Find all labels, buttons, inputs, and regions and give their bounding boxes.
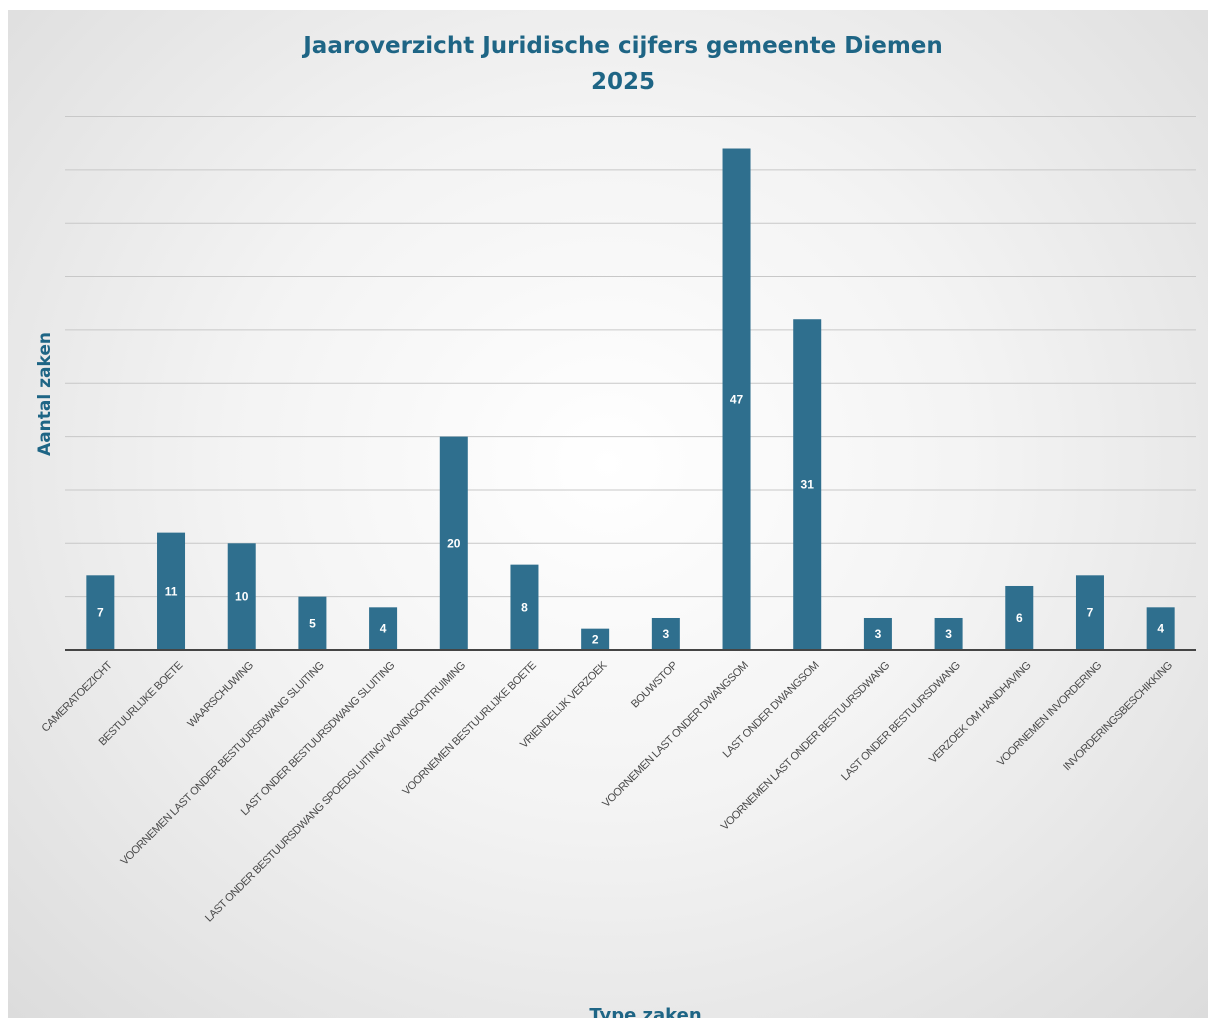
data-label: 3 [663, 627, 670, 641]
bar-10 [722, 148, 751, 650]
chart-title: Jaaroverzicht Juridische cijfers gemeent… [8, 28, 1208, 100]
gridlines [65, 116, 1196, 598]
data-label: 6 [1016, 611, 1023, 625]
category-label: LAST ONDER BESTUURSDWANG SPOEDSLUITING/ … [203, 660, 468, 925]
category-label: VOORNEMEN LAST ONDER DWANGSOM [600, 659, 751, 810]
category-label: VOORNEMEN LAST ONDER BESTUURSDWANG [719, 660, 892, 833]
data-label: 4 [380, 622, 387, 636]
category-label: BESTUURLIJKE BOETE [97, 660, 186, 749]
bar-8 [581, 628, 610, 650]
bar-9 [651, 617, 680, 650]
data-label: 4 [1157, 622, 1164, 636]
data-label: 47 [730, 392, 744, 406]
bar-3 [227, 543, 256, 650]
data-label: 7 [97, 606, 104, 620]
bar-6 [439, 436, 468, 650]
chart-title-line-2: 2025 [590, 69, 655, 95]
chart-title-line-1: Jaaroverzicht Juridische cijfers gemeent… [303, 33, 943, 59]
bars [86, 148, 1175, 650]
data-label: 11 [165, 584, 178, 598]
bar-1 [86, 575, 115, 650]
bar-11 [793, 319, 822, 650]
plot-svg: 7 11 10 5 4 20 8 2 3 47 31 3 3 6 7 4 CAMERATOEZICHTBEST… [39, 116, 1196, 925]
bar-7 [510, 564, 539, 650]
bar-16 [1146, 607, 1175, 650]
data-label: 8 [521, 600, 528, 614]
category-label: BOUWSTOP [629, 660, 680, 711]
data-label: 31 [801, 478, 815, 492]
data-label: 10 [235, 590, 249, 604]
data-label: 2 [592, 632, 599, 646]
data-label: 5 [309, 616, 316, 630]
bar-13 [934, 617, 963, 650]
bar-5 [369, 607, 398, 650]
category-label: LAST ONDER BESTUURSDWANG SLUITING [239, 660, 397, 818]
data-labels: 7 11 10 5 4 20 8 2 3 47 31 3 3 6 7 4 [97, 392, 1164, 646]
bar-4 [298, 596, 327, 650]
data-label: 20 [447, 536, 461, 550]
category-label: LAST ONDER BESTUURSDWANG [839, 660, 963, 784]
data-label: 3 [945, 627, 952, 641]
bar-2 [157, 532, 186, 650]
category-label: WAARSCHUWING [185, 660, 256, 731]
chart-area: Jaaroverzicht Juridische cijfers gemeent… [8, 10, 1208, 1018]
data-label: 7 [1087, 606, 1094, 620]
bar-15 [1075, 575, 1104, 650]
x-axis-title: Type zaken [589, 1005, 702, 1018]
bar-14 [1005, 585, 1034, 650]
data-label: 3 [875, 627, 882, 641]
bar-12 [863, 617, 892, 650]
category-label: VOORNEMEN BESTUURLIJKE BOETE [400, 660, 538, 798]
category-label: CAMERATOEZICHT [39, 659, 115, 735]
